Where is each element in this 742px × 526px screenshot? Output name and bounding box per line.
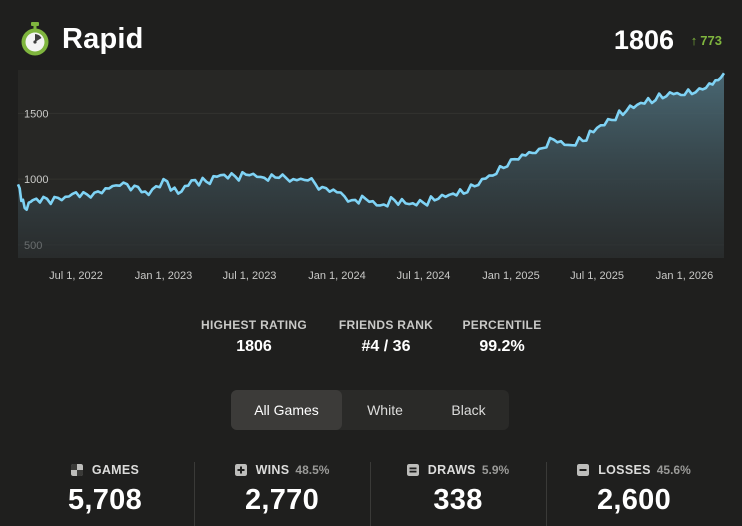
- arrow-up-icon: ↑: [690, 33, 698, 48]
- wins-value: 2,770: [244, 484, 320, 516]
- stat-percentile: PERCENTILE 99.2%: [456, 318, 548, 356]
- stat-label: HIGHEST RATING: [201, 318, 307, 332]
- rating-delta-value: 773: [700, 33, 722, 48]
- wins-label: WINS: [255, 463, 290, 477]
- chessboard-icon: [70, 464, 83, 476]
- losses-value: 2,600: [596, 484, 672, 516]
- total-games: GAMES 5,708: [20, 460, 190, 517]
- stat-label: FRIENDS RANK: [338, 318, 434, 332]
- divider: [370, 462, 371, 526]
- rating-delta: ↑ 773: [691, 33, 722, 48]
- total-wins-header: WINS 48.5%: [197, 460, 367, 480]
- divider: [194, 462, 195, 526]
- filter-all-games-button[interactable]: All Games: [231, 390, 342, 430]
- rating-line: [16, 72, 726, 211]
- filter-black-button[interactable]: Black: [451, 402, 486, 418]
- total-draws: DRAWS 5.9% 338: [373, 460, 543, 517]
- minus-icon: [577, 464, 590, 476]
- draws-percent: 5.9%: [481, 463, 510, 477]
- stat-label: PERCENTILE: [462, 318, 542, 332]
- rapid-timer-icon: [21, 22, 49, 56]
- x-tick-label: Jul 1, 2023: [223, 270, 277, 282]
- stat-value: 99.2%: [479, 338, 525, 355]
- rating-stats: HIGHEST RATING 1806 FRIENDS RANK #4 / 36…: [0, 318, 742, 358]
- total-draws-header: DRAWS 5.9%: [373, 460, 543, 480]
- divider: [546, 462, 547, 526]
- x-tick-label: Jul 1, 2022: [49, 270, 103, 282]
- header: Rapid 1806 ↑ 773: [20, 22, 722, 62]
- game-totals: GAMES 5,708 WINS 48.5% 2,770 DRAWS 5.9%: [0, 460, 742, 526]
- stat-value: #4 / 36: [361, 338, 411, 355]
- games-label: GAMES: [91, 463, 140, 477]
- stat-value: 1806: [236, 338, 272, 355]
- stat-friends-rank: FRIENDS RANK #4 / 36: [330, 318, 442, 356]
- wins-percent: 48.5%: [295, 463, 330, 477]
- total-games-header: GAMES: [20, 460, 190, 480]
- y-tick-label: 1000: [24, 174, 48, 186]
- x-tick-label: Jan 1, 2026: [656, 270, 714, 282]
- y-tick-label: 1500: [24, 108, 48, 120]
- total-wins: WINS 48.5% 2,770: [197, 460, 367, 517]
- page-title: Rapid: [62, 23, 144, 55]
- losses-label: LOSSES: [598, 463, 651, 477]
- equals-icon: [406, 464, 419, 476]
- total-losses-header: LOSSES 45.6%: [549, 460, 719, 480]
- color-filter: All Games White Black: [231, 390, 509, 430]
- x-tick-label: Jan 1, 2023: [135, 270, 193, 282]
- x-tick-label: Jul 1, 2024: [397, 270, 451, 282]
- draws-label: DRAWS: [427, 463, 476, 477]
- total-losses: LOSSES 45.6% 2,600: [549, 460, 719, 517]
- games-value: 5,708: [67, 484, 143, 516]
- x-tick-label: Jan 1, 2025: [482, 270, 540, 282]
- x-tick-label: Jan 1, 2024: [308, 270, 366, 282]
- filter-white-button[interactable]: White: [367, 402, 403, 418]
- current-rating: 1806: [613, 25, 674, 55]
- draws-value: 338: [433, 484, 483, 516]
- losses-percent: 45.6%: [656, 463, 691, 477]
- rating-area-fill: [18, 73, 724, 258]
- x-tick-label: Jul 1, 2025: [570, 270, 624, 282]
- plus-icon: [234, 464, 247, 476]
- stat-highest-rating: HIGHEST RATING 1806: [192, 318, 316, 356]
